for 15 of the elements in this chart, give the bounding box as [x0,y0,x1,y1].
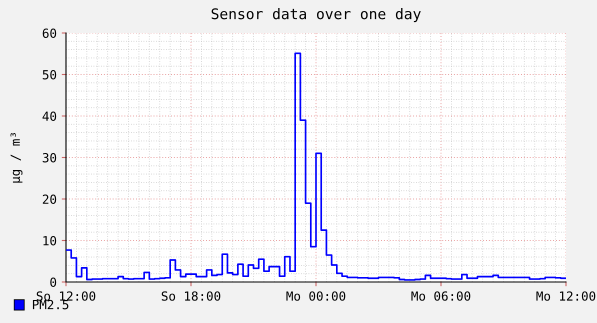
x-tick-label: Mo 00:00 [286,291,346,301]
y-tick-label: 50 [42,70,56,80]
chart-title: Sensor data over one day [212,8,421,22]
x-tick-label: Mo 12:00 [536,291,596,301]
y-tick-label: 30 [42,153,56,162]
y-tick-label: 10 [43,236,56,246]
x-tick-label: So 12:00 [36,291,96,301]
y-tick-label: 60 [42,28,56,38]
y-tick-label: 20 [42,194,56,204]
y-tick-label: 0 [50,278,56,287]
x-tick-label: So 18:00 [162,291,220,301]
legend-label: PM2.5 [32,300,68,310]
y-tick-label: 40 [42,112,56,121]
y-axis-title: µg / m³ [10,133,22,183]
x-tick-label: Mo 06:00 [411,291,470,301]
